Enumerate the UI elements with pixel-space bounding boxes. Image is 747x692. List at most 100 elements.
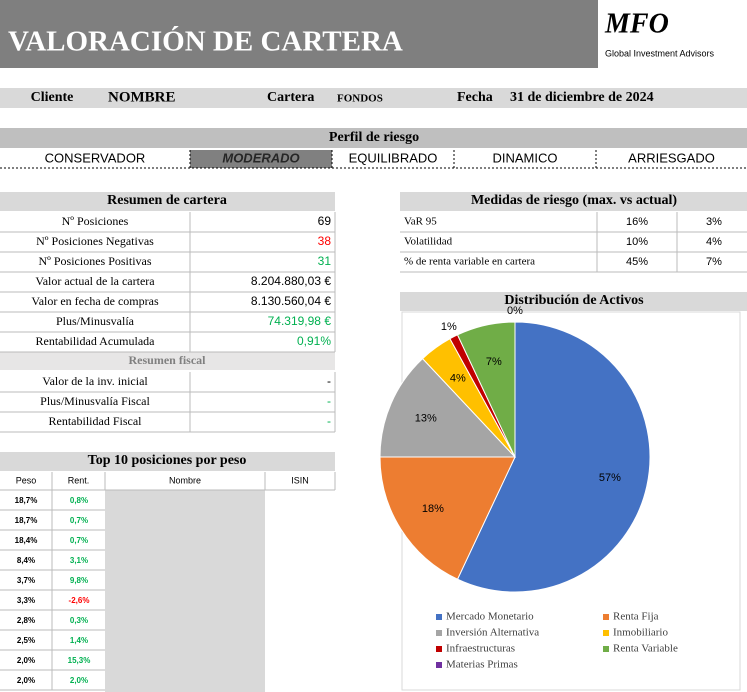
profile-title: Perfil de riesgo [329, 130, 419, 145]
legend-label: Infraestructuras [446, 643, 515, 655]
chart-title: Distribución de Activos [504, 293, 644, 308]
date-label: Fecha [457, 90, 493, 105]
summary-label: Valor de la inv. inicial [42, 374, 148, 388]
weight: 18,4% [15, 536, 38, 545]
column-header: Nombre [169, 475, 201, 485]
legend-label: Inmobiliario [613, 627, 668, 639]
logo-subtitle: Global Investment Advisors [605, 48, 715, 58]
summary-label: Valor actual de la cartera [35, 274, 155, 288]
legend-label: Renta Variable [613, 643, 678, 655]
summary-label: Nº Posiciones [62, 214, 129, 228]
weight: 18,7% [15, 516, 38, 525]
summary-value: 0,91% [297, 334, 331, 348]
summary-label: Rentabilidad Fiscal [49, 414, 143, 428]
summary-value: 74.319,98 € [268, 314, 332, 328]
portfolio: FONDOS [337, 93, 383, 105]
data-label: 57% [599, 472, 621, 484]
summary-value: 8.130.560,04 € [251, 294, 331, 308]
client-band [0, 88, 747, 108]
top10-title: Top 10 posiciones por peso [88, 453, 247, 468]
profile-option: CONSERVADOR [45, 150, 146, 165]
risk-label: Volatilidad [404, 236, 453, 248]
column-header: Rent. [68, 475, 90, 485]
summary-label: Nº Posiciones Positivas [38, 254, 151, 268]
summary-value: - [327, 374, 331, 388]
return: 0,8% [70, 496, 88, 505]
client-label: Cliente [31, 90, 74, 105]
data-label: 18% [422, 503, 444, 515]
legend-swatch [436, 662, 442, 668]
summary-value: - [327, 414, 331, 428]
date: 31 de diciembre de 2024 [510, 90, 654, 105]
return: 0,7% [70, 516, 88, 525]
fiscal-title: Resumen fiscal [129, 353, 207, 367]
summary-label: Plus/Minusvalía Fiscal [40, 394, 150, 408]
profile-option: ARRIESGADO [628, 150, 715, 165]
legend-label: Mercado Monetario [446, 611, 534, 623]
profile-option: DINAMICO [493, 150, 558, 165]
profile-option: EQUILIBRADO [349, 150, 438, 165]
weight: 3,3% [17, 596, 35, 605]
summary-title: Resumen de cartera [107, 193, 227, 208]
profile-option: MODERADO [222, 150, 299, 165]
weight: 2,5% [17, 636, 35, 645]
data-label: 4% [450, 372, 466, 384]
summary-label: Plus/Minusvalía [56, 314, 135, 328]
client: NOMBRE [108, 89, 176, 105]
data-label: 0% [507, 305, 523, 317]
summary-value: - [327, 394, 331, 408]
pie-slice [456, 321, 651, 593]
return: 2,0% [70, 676, 88, 685]
summary-label: Nº Posiciones Negativas [36, 234, 154, 248]
legend-label: Materias Primas [446, 659, 518, 671]
risk-band [400, 192, 747, 211]
weight: 2,0% [17, 676, 35, 685]
column-header: ISIN [291, 475, 309, 485]
risk-actual: 3% [706, 216, 722, 228]
weight: 2,8% [17, 616, 35, 625]
data-label: 7% [486, 356, 502, 368]
logo-box [598, 0, 747, 68]
legend-swatch [436, 614, 442, 620]
summary-value: 31 [318, 254, 332, 268]
legend-swatch [436, 630, 442, 636]
name-column [105, 490, 265, 692]
pie-slice [379, 456, 516, 580]
weight: 3,7% [17, 576, 35, 585]
return: 0,7% [70, 536, 88, 545]
summary-value: 38 [318, 234, 332, 248]
return: 1,4% [70, 636, 88, 645]
summary-value: 8.204.880,03 € [251, 274, 331, 288]
legend-label: Renta Fija [613, 611, 659, 623]
top10-band [0, 452, 335, 471]
return: 3,1% [70, 556, 88, 565]
legend-swatch [436, 646, 442, 652]
weight: 18,7% [15, 496, 38, 505]
summary-value: 69 [318, 214, 332, 228]
risk-label: % de renta variable en cartera [404, 256, 535, 268]
data-label: 13% [415, 412, 437, 424]
legend-swatch [603, 646, 609, 652]
risk-label: VaR 95 [404, 216, 437, 228]
selected-option [190, 150, 332, 168]
column-header: Peso [16, 475, 37, 485]
portfolio-label: Cartera [267, 90, 314, 105]
data-label: 1% [441, 321, 457, 333]
legend-swatch [603, 630, 609, 636]
logo: MFO [604, 8, 669, 39]
risk-actual: 7% [706, 256, 722, 268]
return: 9,8% [70, 576, 88, 585]
legend-label: Inversión Alternativa [446, 627, 539, 639]
weight: 8,4% [17, 556, 35, 565]
return: -2,6% [69, 596, 90, 605]
risk-max: 45% [626, 256, 648, 268]
pie-slice [379, 357, 517, 458]
return: 0,3% [70, 616, 88, 625]
risk-max: 10% [626, 236, 648, 248]
fiscal-band [0, 352, 335, 370]
risk-max: 16% [626, 216, 648, 228]
chart-band [400, 292, 747, 311]
summary-band [0, 192, 335, 211]
page-title: VALORACIÓN DE CARTERA [8, 25, 403, 58]
